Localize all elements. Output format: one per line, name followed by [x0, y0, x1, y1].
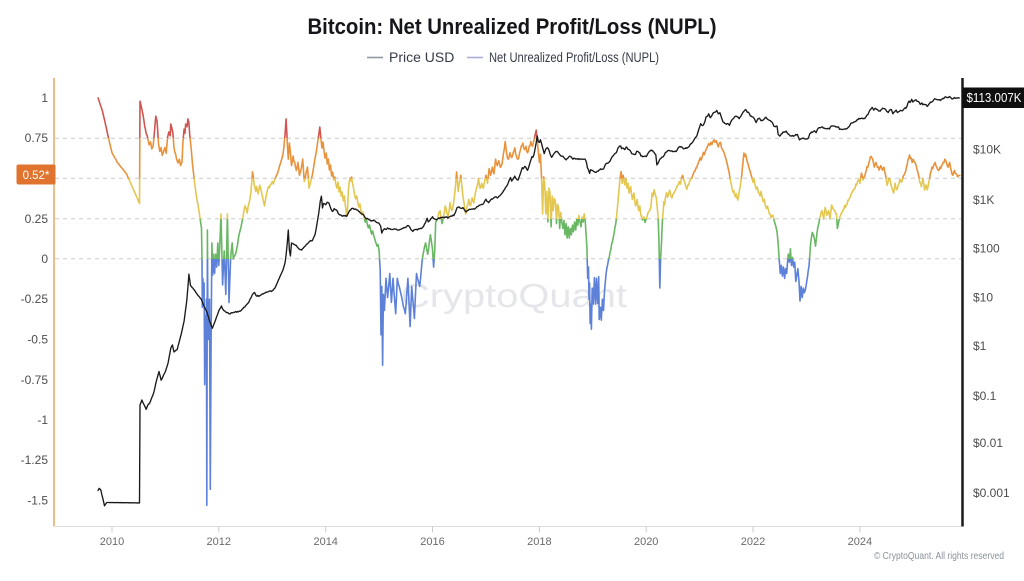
svg-text:$113.007K: $113.007K: [967, 91, 1023, 105]
svg-text:0: 0: [41, 252, 48, 266]
svg-text:2016: 2016: [420, 536, 444, 548]
svg-text:$100: $100: [973, 242, 1000, 256]
svg-text:2014: 2014: [313, 536, 337, 548]
svg-text:-0.25: -0.25: [21, 292, 49, 306]
svg-text:-1.5: -1.5: [27, 494, 48, 508]
svg-text:$0.01: $0.01: [973, 436, 1003, 450]
svg-text:$10K: $10K: [973, 143, 1001, 157]
svg-text:-1.25: -1.25: [21, 453, 49, 467]
svg-text:-1: -1: [37, 413, 48, 427]
svg-text:2012: 2012: [207, 536, 231, 548]
svg-text:2010: 2010: [100, 536, 124, 548]
svg-text:2020: 2020: [634, 536, 658, 548]
svg-text:2018: 2018: [527, 536, 551, 548]
svg-text:0.75: 0.75: [25, 131, 49, 145]
svg-text:2024: 2024: [848, 536, 872, 548]
svg-text:$1: $1: [973, 339, 987, 353]
svg-text:Price USD: Price USD: [389, 49, 454, 65]
svg-text:$0.1: $0.1: [973, 389, 997, 403]
svg-text:0.25: 0.25: [25, 212, 49, 226]
svg-text:Net Unrealized Profit/Loss (NU: Net Unrealized Profit/Loss (NUPL): [489, 50, 659, 65]
svg-text:0.52*: 0.52*: [23, 170, 50, 182]
svg-text:-0.75: -0.75: [21, 373, 49, 387]
svg-text:$10: $10: [973, 291, 993, 305]
svg-text:1: 1: [41, 91, 48, 105]
svg-text:2022: 2022: [741, 536, 765, 548]
svg-text:$1K: $1K: [973, 193, 994, 207]
svg-text:© CryptoQuant. All rights rese: © CryptoQuant. All rights reserved: [874, 551, 1004, 562]
svg-text:-0.5: -0.5: [27, 333, 48, 347]
svg-text:Bitcoin: Net Unrealized Profit: Bitcoin: Net Unrealized Profit/Loss (NUP…: [308, 14, 717, 39]
svg-text:$0.001: $0.001: [973, 486, 1010, 500]
